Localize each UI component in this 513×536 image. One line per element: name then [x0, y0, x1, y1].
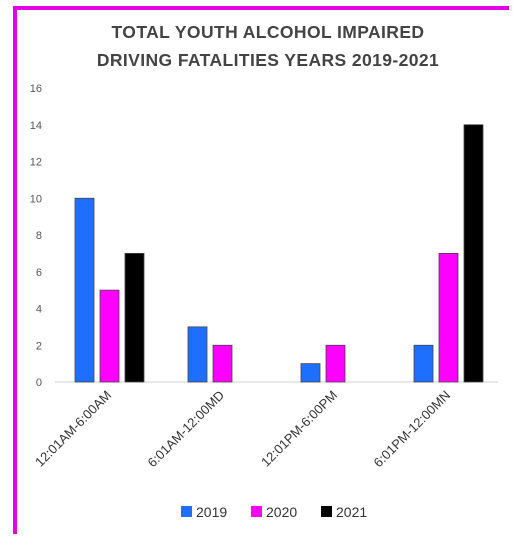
y-tick-label: 8 — [36, 230, 42, 242]
y-tick-label: 14 — [30, 120, 42, 132]
y-tick-label: 2 — [36, 340, 42, 352]
y-axis-ticks: 0 2 4 6 8 10 12 14 16 — [30, 83, 42, 389]
bar-2019-0 — [74, 197, 95, 383]
bar-2019-1 — [187, 326, 208, 383]
legend-label-2021: 2021 — [336, 504, 367, 520]
chart-title: TOTAL YOUTH ALCOHOL IMPAIRED DRIVING FAT… — [97, 22, 439, 70]
chart-frame — [13, 6, 509, 534]
legend-label-2020: 2020 — [266, 504, 297, 520]
category-label: 12:01AM-6:00AM — [32, 388, 114, 470]
y-tick-label: 4 — [36, 304, 42, 316]
bar-2019-3 — [413, 344, 434, 383]
bars — [74, 124, 484, 383]
bar-2020-1 — [212, 344, 233, 383]
bar-2020-3 — [438, 252, 459, 383]
bar-2020-0 — [99, 289, 120, 383]
bar-2020-2 — [325, 344, 346, 383]
category-label: 6:01AM-12:00MD — [144, 388, 227, 471]
legend-swatch-2021 — [321, 506, 332, 517]
bar-2021-3 — [463, 124, 484, 383]
chart-title-line-2: DRIVING FATALITIES YEARS 2019-2021 — [97, 50, 439, 70]
y-tick-label: 10 — [30, 193, 42, 205]
legend-swatch-2020 — [251, 506, 262, 517]
chart-title-line-1: TOTAL YOUTH ALCOHOL IMPAIRED — [112, 22, 425, 42]
category-label: 6:01PM-12:00MN — [370, 388, 453, 471]
category-label: 12:01PM-6:00PM — [258, 388, 340, 470]
y-tick-label: 16 — [30, 83, 42, 95]
legend-swatch-2019 — [181, 506, 192, 517]
legend-label-2019: 2019 — [196, 504, 227, 520]
y-tick-label: 0 — [36, 377, 42, 389]
legend: 2019 2020 2021 — [181, 504, 367, 520]
bar-2019-2 — [300, 363, 321, 383]
y-tick-label: 12 — [30, 157, 42, 169]
category-labels: 12:01AM-6:00AM 6:01AM-12:00MD 12:01PM-6:00… — [32, 388, 453, 471]
bar-2021-0 — [124, 252, 145, 383]
y-tick-label: 6 — [36, 267, 42, 279]
